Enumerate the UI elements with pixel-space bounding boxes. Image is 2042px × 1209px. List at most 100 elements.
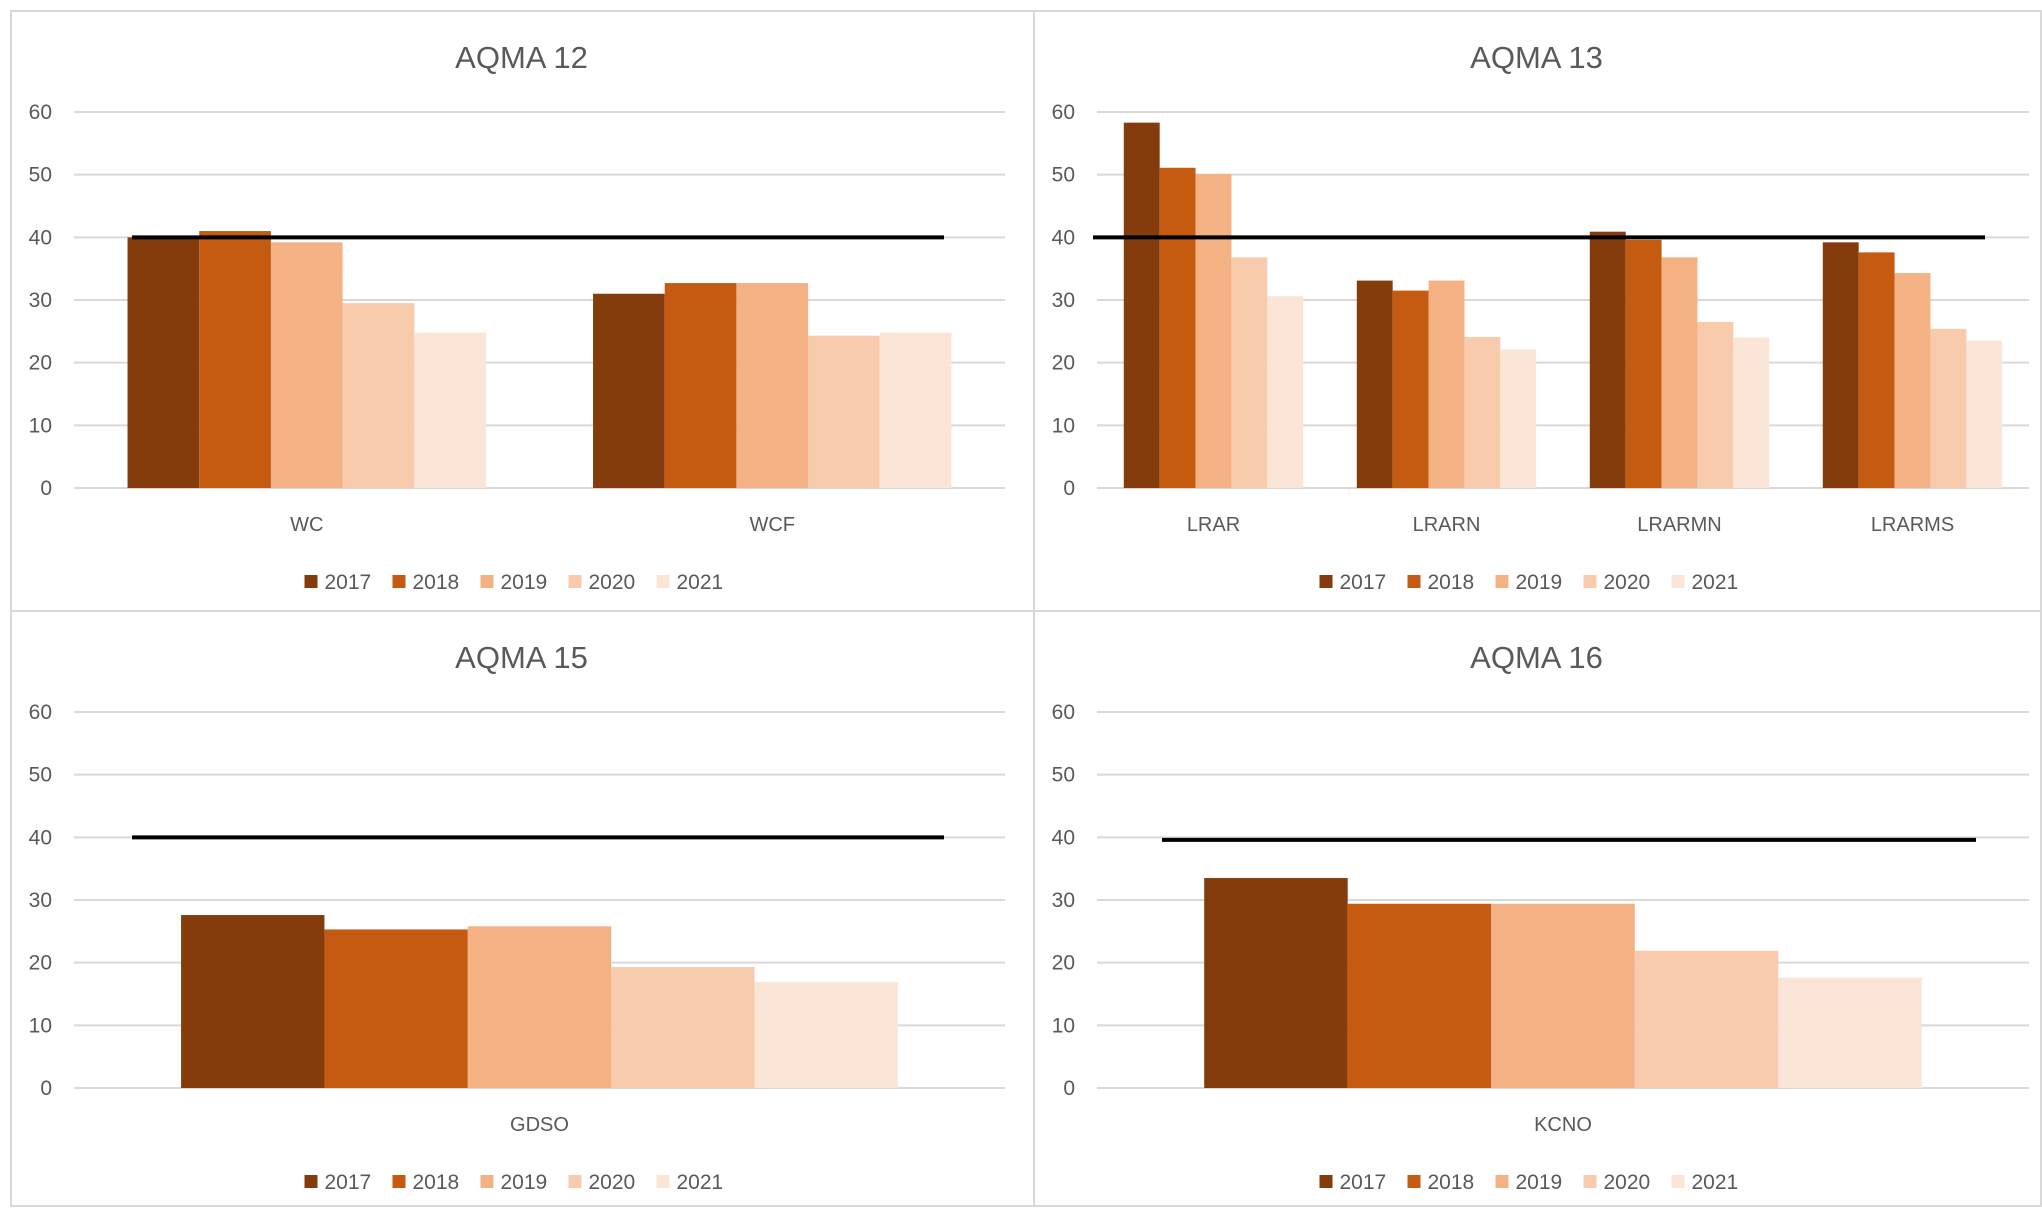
chart-title: AQMA 16 — [1470, 640, 1603, 675]
aqma-15-chart-panel: AQMA 15 0 10 20 30 40 50 60 GDSO 2017 2018 2019 2020… — [10, 610, 1035, 1207]
bar-lrarmn-2021 — [1733, 337, 1770, 488]
legend-label-2018: 2018 — [413, 1171, 460, 1194]
legend-swatch-2021 — [1671, 1175, 1685, 1188]
category-label: LRARMN — [1637, 514, 1721, 536]
bar-lrarn-2021 — [1500, 349, 1537, 488]
bar-lrar-2021 — [1267, 296, 1304, 488]
legend-swatch-2020 — [568, 575, 582, 588]
legend-label-2021: 2021 — [1692, 571, 1739, 594]
bar-lrarn-2018 — [1392, 290, 1429, 488]
y-tick-label: 10 — [29, 1014, 52, 1037]
y-tick-label: 0 — [1063, 477, 1075, 500]
y-tick-label: 10 — [1052, 414, 1075, 437]
bar-wc-2017 — [127, 237, 200, 488]
bar-lrarmn-2017 — [1589, 231, 1626, 488]
y-tick-label: 60 — [1052, 701, 1075, 724]
y-tick-label: 0 — [1063, 1077, 1075, 1100]
y-tick-label: 40 — [29, 226, 52, 249]
legend-label-2019: 2019 — [1516, 1171, 1563, 1194]
chart-title: AQMA 12 — [455, 40, 588, 75]
legend-swatch-2020 — [1583, 575, 1597, 588]
chart-svg: AQMA 16 0 10 20 30 40 50 60 KCNO 2017 2018 2019 2020… — [1052, 640, 2029, 1194]
legend-label-2017: 2017 — [325, 1171, 372, 1194]
bar-gdso-2017 — [181, 915, 325, 1088]
bar-gdso-2021 — [754, 982, 898, 1088]
bar-kcno-2021 — [1778, 977, 1922, 1088]
legend-label-2021: 2021 — [1692, 1171, 1739, 1194]
chart-title: AQMA 15 — [455, 640, 588, 675]
bar-gdso-2019 — [467, 926, 612, 1088]
bar-wcf-2018 — [664, 283, 737, 488]
bar-wc-2019 — [270, 242, 343, 488]
y-tick-label: 10 — [29, 414, 52, 437]
legend-label-2020: 2020 — [589, 1171, 636, 1194]
aqma-16-chart-panel: AQMA 16 0 10 20 30 40 50 60 KCNO 2017 2018 2019 2020… — [1033, 610, 2042, 1207]
legend-swatch-2018 — [392, 575, 406, 588]
y-tick-label: 30 — [1052, 889, 1075, 912]
bar-lrarmn-2019 — [1661, 257, 1698, 488]
y-tick-label: 0 — [40, 477, 52, 500]
legend-swatch-2021 — [656, 575, 670, 588]
legend-swatch-2020 — [568, 1175, 582, 1188]
legend-label-2017: 2017 — [1340, 571, 1387, 594]
bar-lrarn-2017 — [1356, 280, 1393, 488]
bar-wc-2020 — [342, 303, 415, 488]
chart-svg: AQMA 12 0 10 20 30 40 50 60 WC WCF 2017 2018 2019 202… — [29, 40, 1005, 594]
bar-kcno-2017 — [1204, 878, 1348, 1088]
y-tick-label: 50 — [1052, 764, 1075, 787]
legend-swatch-2018 — [392, 1175, 406, 1188]
category-label: KCNO — [1534, 1114, 1592, 1136]
bar-lrar-2017 — [1123, 122, 1160, 489]
y-tick-label: 20 — [29, 952, 52, 975]
y-tick-label: 30 — [1052, 289, 1075, 312]
legend-swatch-2017 — [304, 1175, 318, 1188]
bar-wc-2018 — [199, 231, 271, 489]
legend-label-2018: 2018 — [413, 571, 460, 594]
category-label: WCF — [749, 514, 795, 536]
bar-wcf-2019 — [736, 283, 809, 488]
bar-lrarms-2020 — [1930, 328, 1967, 488]
legend-label-2020: 2020 — [1604, 1171, 1651, 1194]
y-tick-label: 60 — [29, 701, 52, 724]
category-label: GDSO — [510, 1114, 569, 1136]
bar-kcno-2020 — [1634, 950, 1779, 1088]
legend-swatch-2021 — [656, 1175, 670, 1188]
chart-svg: AQMA 13 0 10 20 30 40 50 60 LRAR LRARN LRARMN LRARM… — [1052, 40, 2029, 594]
category-label: WC — [290, 514, 323, 536]
legend-label-2019: 2019 — [501, 1171, 548, 1194]
y-tick-label: 60 — [1052, 101, 1075, 124]
y-tick-label: 40 — [1052, 226, 1075, 249]
legend-swatch-2017 — [1319, 1175, 1333, 1188]
legend-label-2021: 2021 — [677, 571, 724, 594]
legend-swatch-2019 — [480, 1175, 494, 1188]
bar-gdso-2018 — [324, 929, 468, 1088]
legend-label-2018: 2018 — [1428, 571, 1475, 594]
legend-label-2020: 2020 — [1604, 571, 1651, 594]
bar-wc-2021 — [414, 332, 486, 488]
category-label: LRARMS — [1871, 514, 1954, 536]
bar-wcf-2020 — [808, 335, 880, 488]
bar-lrarms-2018 — [1858, 252, 1895, 488]
legend-swatch-2019 — [480, 575, 494, 588]
legend-swatch-2020 — [1583, 1175, 1597, 1188]
legend-swatch-2018 — [1407, 1175, 1421, 1188]
bar-kcno-2019 — [1491, 903, 1635, 1088]
legend-label-2019: 2019 — [1516, 571, 1563, 594]
aqma-12-chart-panel: AQMA 12 0 10 20 30 40 50 60 WC WCF 2017 2018 2019 202… — [10, 10, 1035, 612]
bar-wcf-2021 — [879, 332, 952, 488]
legend-swatch-2021 — [1671, 575, 1685, 588]
bar-lrarn-2020 — [1464, 336, 1501, 488]
bar-lrarmn-2020 — [1697, 321, 1734, 488]
y-tick-label: 50 — [29, 764, 52, 787]
chart-svg: AQMA 15 0 10 20 30 40 50 60 GDSO 2017 2018 2019 2020… — [29, 640, 1005, 1194]
y-tick-label: 30 — [29, 289, 52, 312]
y-tick-label: 20 — [29, 352, 52, 375]
category-label: LRARN — [1413, 514, 1481, 536]
y-tick-label: 40 — [29, 826, 52, 849]
legend-swatch-2018 — [1407, 575, 1421, 588]
bar-kcno-2018 — [1347, 903, 1492, 1088]
legend-label-2018: 2018 — [1428, 1171, 1475, 1194]
y-tick-label: 50 — [1052, 164, 1075, 187]
y-tick-label: 20 — [1052, 952, 1075, 975]
